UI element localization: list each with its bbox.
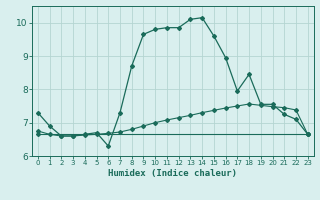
X-axis label: Humidex (Indice chaleur): Humidex (Indice chaleur) — [108, 169, 237, 178]
